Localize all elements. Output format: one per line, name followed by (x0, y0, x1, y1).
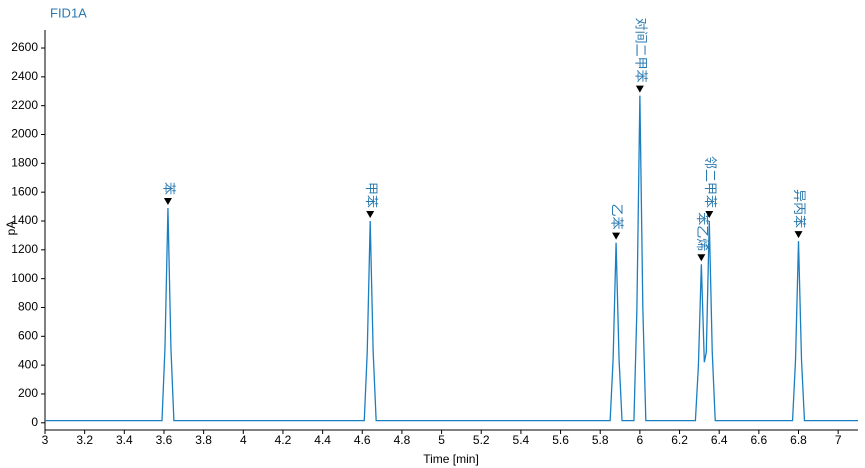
x-tick-label: 5.4 (513, 433, 530, 447)
y-tick-label: 2600 (11, 40, 38, 54)
y-tick-label: 800 (18, 300, 38, 314)
x-tick-label: 3.2 (76, 433, 93, 447)
peak-label: 甲苯 (364, 182, 379, 208)
peak-marker (635, 85, 644, 93)
y-tick-label: 2000 (11, 127, 38, 141)
x-tick-label: 3.4 (116, 433, 133, 447)
y-tick-label: 1000 (11, 271, 38, 285)
peak-marker (366, 210, 375, 218)
y-tick-label: 400 (18, 357, 38, 371)
x-tick-label: 6.6 (751, 433, 768, 447)
peak-label: 邻二甲苯 (703, 156, 718, 208)
peak-label: 对间二甲苯 (633, 18, 648, 83)
x-tick-label: 6.4 (711, 433, 728, 447)
peak-marker (612, 232, 621, 240)
y-tick-label: 2200 (11, 98, 38, 112)
y-tick-label: 1400 (11, 213, 38, 227)
peak-marker (705, 210, 714, 218)
y-tick-label: 1200 (11, 242, 38, 256)
x-tick-label: 5.2 (473, 433, 490, 447)
peak-label: 异丙苯 (792, 189, 807, 228)
y-tick-label: 0 (31, 415, 38, 429)
x-tick-label: 4.6 (354, 433, 371, 447)
x-tick-label: 7 (835, 433, 842, 447)
x-tick-label: 4.4 (314, 433, 331, 447)
x-tick-label: 5.8 (592, 433, 609, 447)
peak-marker (794, 231, 803, 239)
peak-label: 苯乙烯 (695, 212, 710, 251)
x-tick-label: 6.2 (671, 433, 688, 447)
trace (45, 95, 858, 422)
y-tick-label: 2400 (11, 69, 38, 83)
x-tick-label: 3.8 (195, 433, 212, 447)
x-axis-label: Time [min] (423, 452, 479, 466)
x-tick-label: 4.2 (275, 433, 292, 447)
x-tick-label: 6 (637, 433, 644, 447)
x-tick-label: 3 (42, 433, 49, 447)
peak-marker (697, 254, 706, 262)
x-tick-label: 5.6 (552, 433, 569, 447)
x-tick-label: 4.8 (394, 433, 411, 447)
x-tick-label: 6.8 (790, 433, 807, 447)
x-tick-label: 5 (438, 433, 445, 447)
y-axis-label: pA (4, 221, 18, 236)
peak-label: 苯 (162, 182, 177, 195)
chart-title: FID1A (50, 5, 87, 20)
peak-marker (163, 198, 172, 206)
y-tick-label: 200 (18, 386, 38, 400)
peak-label: 乙苯 (610, 204, 625, 230)
y-tick-label: 1600 (11, 184, 38, 198)
x-tick-label: 4 (240, 433, 247, 447)
y-tick-label: 1800 (11, 156, 38, 170)
y-tick-label: 600 (18, 328, 38, 342)
x-tick-label: 3.6 (156, 433, 173, 447)
